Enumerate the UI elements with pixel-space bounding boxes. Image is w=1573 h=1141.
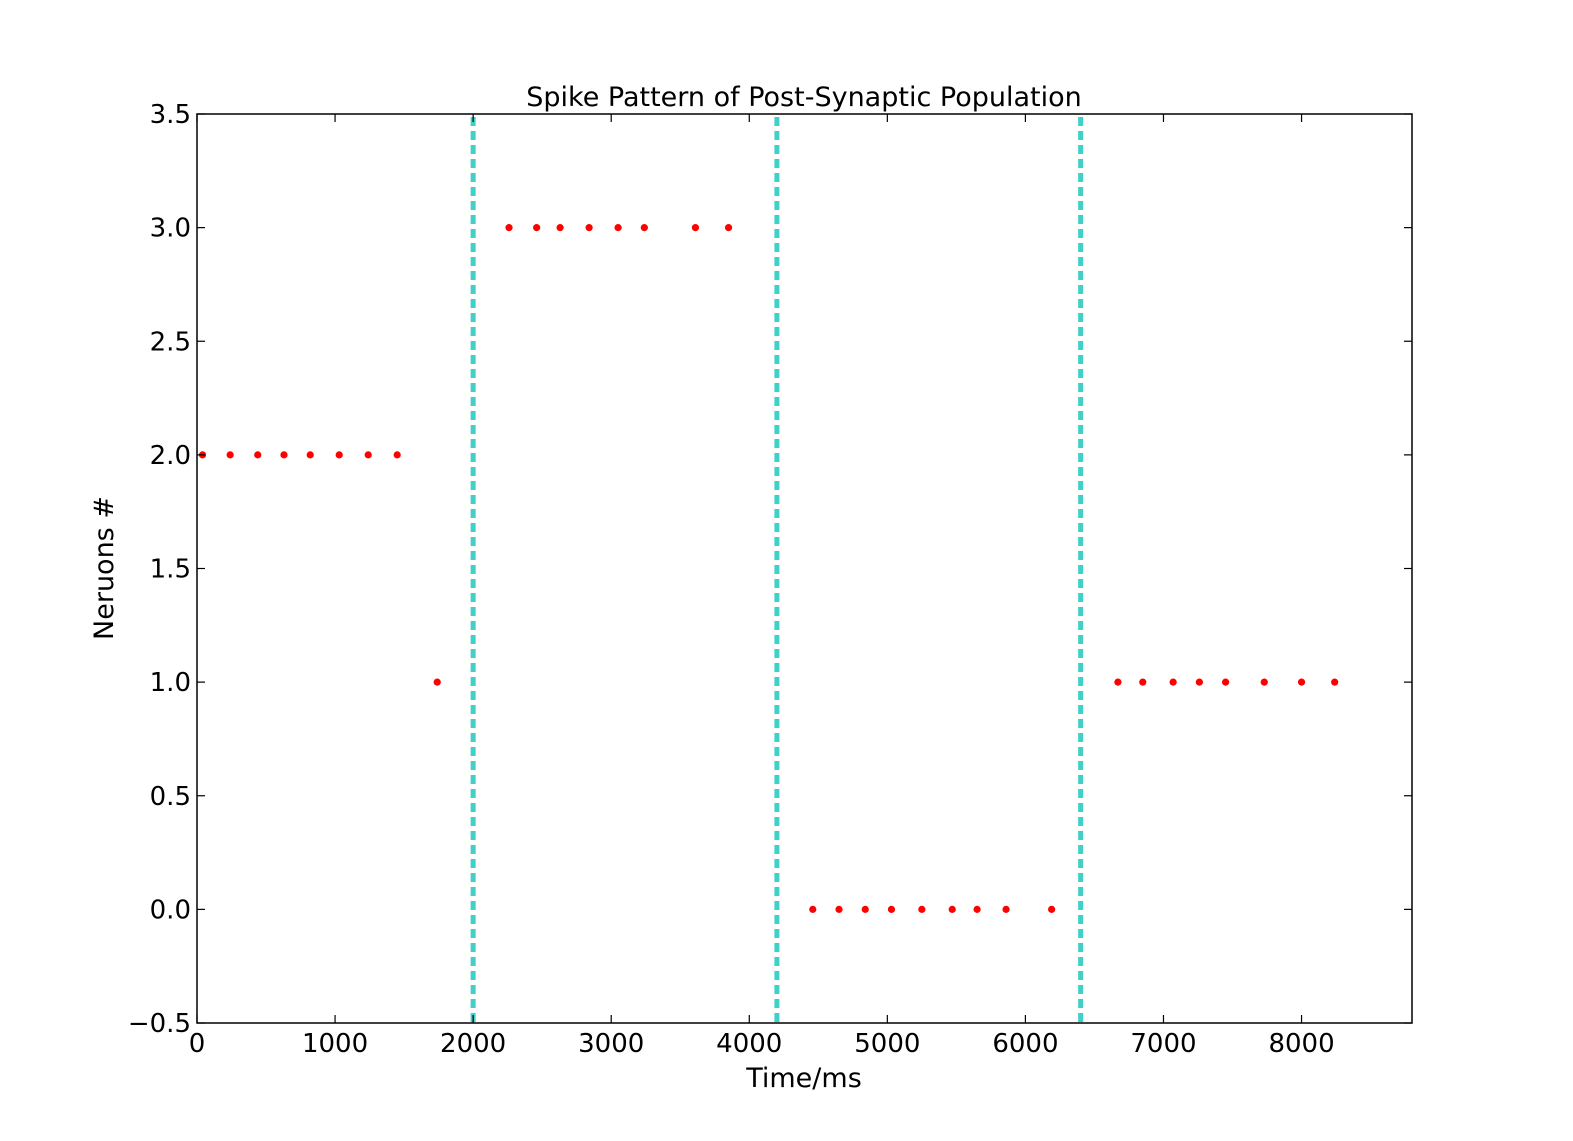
spike-point [640, 224, 648, 232]
x-tick-label: 6000 [992, 1029, 1058, 1059]
spike-point [1002, 905, 1010, 913]
spike-point [335, 451, 343, 459]
y-tick-label: 0.0 [150, 895, 191, 925]
y-tick-label: 2.5 [150, 327, 191, 357]
y-tick-label: 2.0 [150, 441, 191, 471]
spike-points [198, 224, 1339, 913]
y-tick-label: 1.5 [150, 555, 191, 585]
spike-point [614, 224, 622, 232]
spike-point [364, 451, 372, 459]
y-axis-label: Neruons # [89, 496, 120, 640]
spike-point [948, 905, 956, 913]
spike-point [505, 224, 513, 232]
spike-point [533, 224, 541, 232]
spike-point [306, 451, 314, 459]
y-tick-label: 0.5 [150, 782, 191, 812]
stimulus-boundary-lines [470, 117, 1084, 1023]
spike-point [691, 224, 700, 232]
spike-point [1297, 678, 1306, 686]
y-tick-label: 3.0 [150, 214, 191, 244]
spike-point [1114, 678, 1122, 686]
y-tick-label: 3.5 [150, 100, 191, 130]
chart-title: Spike Pattern of Post-Synaptic Populatio… [526, 82, 1082, 113]
spike-point [1139, 678, 1147, 686]
spike-point [918, 905, 926, 913]
y-tick-label: 1.0 [150, 668, 191, 698]
spike-point [1048, 905, 1056, 913]
spike-point [973, 905, 981, 913]
x-axis-label: Time/ms [745, 1063, 862, 1094]
spike-point [433, 678, 441, 686]
spike-point [556, 224, 564, 232]
spike-point [393, 451, 401, 459]
x-tick-label: 2000 [440, 1029, 506, 1059]
spike-point [1260, 678, 1268, 686]
spike-point [724, 224, 733, 232]
spike-point [1222, 678, 1230, 686]
x-tick-label: 3000 [578, 1029, 644, 1059]
plot-area-frame [196, 113, 1413, 1024]
x-tick-label: 4000 [716, 1029, 782, 1059]
spike-point [1195, 678, 1203, 686]
spike-point [226, 451, 234, 459]
spike-point [254, 451, 262, 459]
spike-point [1169, 678, 1177, 686]
spike-point [585, 224, 593, 232]
x-tick-label: 0 [189, 1029, 206, 1059]
x-tick-label: 5000 [854, 1029, 920, 1059]
spike-point [861, 905, 869, 913]
y-tick-label: −0.5 [128, 1009, 191, 1039]
spike-point [887, 905, 896, 913]
x-tick-label: 1000 [302, 1029, 368, 1059]
spike-point [809, 905, 817, 913]
spike-point [835, 905, 843, 913]
x-tick-label: 8000 [1268, 1029, 1334, 1059]
spike-point [1331, 678, 1339, 686]
axis-ticks: 0 1000 2000 3000 4000 5000 6000 7000 8000 −0.5 0.0… [128, 100, 1412, 1059]
x-tick-label: 7000 [1130, 1029, 1196, 1059]
spike-point [280, 451, 288, 459]
